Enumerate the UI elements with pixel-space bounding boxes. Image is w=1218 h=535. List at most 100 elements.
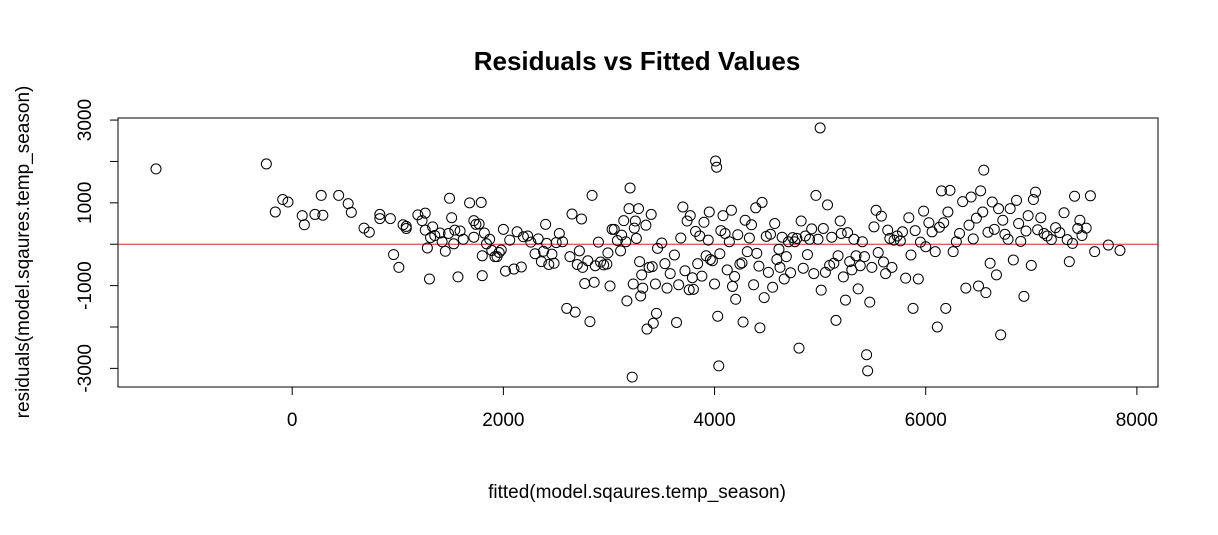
data-point	[1015, 235, 1027, 247]
data-point	[1041, 230, 1053, 242]
data-point	[877, 256, 889, 268]
data-point	[858, 251, 870, 263]
data-point	[837, 271, 849, 283]
data-point	[566, 208, 578, 220]
data-point	[493, 247, 505, 258]
data-point	[679, 265, 691, 277]
data-point	[931, 321, 943, 333]
data-point	[850, 250, 862, 262]
data-point	[577, 261, 589, 273]
data-point	[753, 260, 765, 272]
data-point	[449, 224, 461, 236]
data-point	[495, 244, 507, 256]
data-point	[692, 258, 704, 270]
data-point	[476, 270, 488, 282]
data-point	[1030, 186, 1042, 198]
data-point	[1084, 190, 1096, 202]
data-point	[150, 163, 162, 175]
data-point	[416, 215, 428, 227]
data-point	[601, 258, 613, 270]
data-point	[615, 245, 627, 257]
data-point	[525, 236, 537, 248]
data-point	[835, 227, 847, 239]
data-point	[963, 219, 975, 231]
data-point	[573, 245, 585, 257]
data-point	[918, 205, 930, 217]
data-point	[940, 302, 952, 314]
data-point	[419, 224, 431, 236]
data-point	[854, 260, 866, 272]
data-point	[714, 248, 726, 260]
y-axis: -3000 -1000 1000 3000	[75, 99, 118, 393]
data-point	[711, 161, 723, 173]
data-point	[675, 232, 687, 244]
data-point	[664, 268, 676, 280]
data-point	[478, 227, 490, 239]
y-tick-label: 3000	[75, 99, 96, 141]
data-point	[384, 213, 396, 225]
data-point	[868, 221, 880, 233]
data-point	[640, 219, 652, 231]
data-point	[452, 271, 464, 283]
data-point	[522, 230, 534, 242]
data-point	[429, 230, 441, 242]
data-point	[489, 251, 501, 263]
data-point	[582, 255, 594, 267]
data-point	[588, 276, 600, 288]
data-point	[886, 261, 898, 273]
data-point	[806, 223, 818, 235]
data-point	[795, 215, 807, 227]
x-tick-label: 8000	[1116, 410, 1158, 431]
data-point	[1022, 210, 1034, 222]
data-point	[791, 232, 803, 244]
data-point	[374, 208, 386, 220]
data-point	[713, 360, 725, 372]
data-point	[629, 215, 641, 227]
data-point	[751, 247, 763, 259]
data-point	[564, 251, 576, 263]
data-point	[990, 269, 1002, 281]
data-point	[504, 234, 516, 246]
data-point	[730, 293, 742, 305]
data-point	[1007, 254, 1019, 266]
data-point	[870, 204, 882, 216]
data-point	[729, 271, 741, 283]
data-point	[982, 226, 994, 238]
data-point	[793, 342, 805, 354]
data-point	[1027, 194, 1039, 206]
data-point	[973, 280, 985, 292]
data-point	[698, 216, 710, 228]
data-point	[905, 249, 917, 261]
data-point	[540, 218, 552, 230]
data-point	[736, 257, 748, 269]
data-point	[298, 219, 310, 231]
data-point	[277, 194, 289, 206]
data-point	[586, 189, 598, 201]
data-point	[942, 206, 954, 218]
data-point	[926, 226, 938, 238]
data-point	[681, 215, 693, 227]
data-point	[808, 268, 820, 280]
data-point	[473, 218, 485, 230]
data-point	[804, 233, 816, 245]
data-point	[627, 278, 639, 290]
data-point	[1025, 259, 1037, 271]
data-point	[637, 282, 649, 294]
data-point	[1018, 290, 1030, 302]
data-point	[650, 307, 662, 319]
data-point	[875, 210, 887, 222]
chart-title: Residuals vs Fitted Values	[474, 46, 801, 76]
data-point	[703, 206, 715, 218]
data-point	[986, 196, 998, 208]
data-point	[702, 234, 714, 246]
data-point	[363, 226, 375, 238]
data-point	[659, 258, 671, 270]
data-point	[636, 269, 648, 281]
data-point	[282, 196, 294, 208]
data-point	[880, 268, 892, 280]
data-point	[822, 199, 834, 211]
data-point	[419, 207, 431, 219]
data-point	[486, 244, 498, 256]
data-point	[970, 212, 982, 224]
data-point	[602, 247, 614, 259]
